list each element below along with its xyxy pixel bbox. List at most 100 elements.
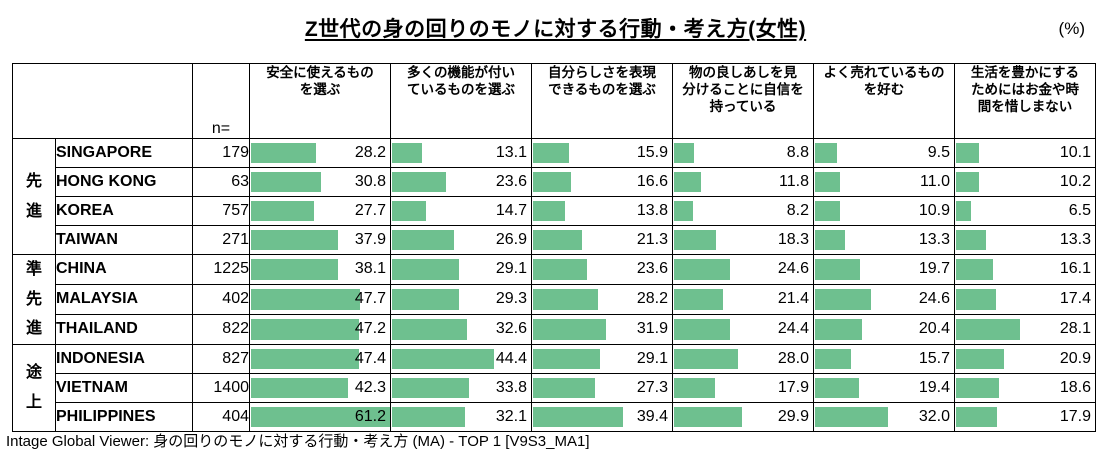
value-cell: 11.0 <box>813 167 955 197</box>
data-bar <box>533 406 624 427</box>
n-cell: 404 <box>192 401 250 432</box>
value-cell: 19.7 <box>813 254 955 285</box>
group-label: 先進 <box>25 172 42 220</box>
value-label: 29.1 <box>495 260 527 278</box>
data-bar <box>251 230 338 250</box>
value-cell: 61.2 <box>249 401 391 432</box>
n-cell: 757 <box>192 196 250 226</box>
data-bar <box>392 318 467 340</box>
value-label: 13.1 <box>495 144 527 161</box>
value-label: 10.2 <box>1059 173 1091 190</box>
value-label: 20.9 <box>1059 349 1091 367</box>
value-label: 19.7 <box>918 260 950 278</box>
value-cell: 6.5 <box>954 196 1096 226</box>
value-label: 10.9 <box>918 202 950 219</box>
group-cell: 先進 <box>12 138 56 255</box>
data-bar <box>392 406 466 427</box>
data-bar <box>392 348 494 369</box>
data-bar <box>815 348 851 369</box>
data-bar <box>533 348 600 369</box>
data-bar <box>392 377 470 398</box>
value-label: 11.8 <box>779 173 809 190</box>
value-label: 6.5 <box>1068 202 1091 219</box>
value-label: 8.2 <box>786 202 809 219</box>
value-label: 29.9 <box>777 407 809 425</box>
source-note: Intage Global Viewer: 身の回りのモノに対する行動・考え方 … <box>6 433 590 450</box>
value-cell: 26.9 <box>390 225 532 255</box>
data-bar <box>674 377 715 398</box>
header-spacer <box>12 63 193 139</box>
value-cell: 24.4 <box>672 313 814 345</box>
value-cell: 15.7 <box>813 343 955 374</box>
data-bar <box>251 143 316 163</box>
value-label: 24.6 <box>777 260 809 278</box>
data-bar <box>956 288 996 310</box>
data-bar <box>251 377 348 398</box>
value-cell: 9.5 <box>813 138 955 168</box>
data-bar <box>251 172 322 192</box>
value-cell: 13.3 <box>954 225 1096 255</box>
value-cell: 28.2 <box>249 138 391 168</box>
value-cell: 32.1 <box>390 401 532 432</box>
value-label: 29.3 <box>495 290 527 308</box>
value-cell: 29.3 <box>390 283 532 315</box>
value-cell: 27.7 <box>249 196 391 226</box>
value-label: 19.4 <box>918 378 950 396</box>
data-bar <box>251 288 361 310</box>
value-label: 28.2 <box>354 144 386 161</box>
data-bar <box>674 259 731 280</box>
value-cell: 21.4 <box>672 283 814 315</box>
country-cell: VIETNAM <box>55 372 193 403</box>
data-bar <box>815 377 860 398</box>
data-bar <box>533 143 570 163</box>
data-bar <box>815 201 840 221</box>
group-label: 準先進 <box>25 261 42 338</box>
country-cell: TAIWAN <box>55 225 193 255</box>
data-bar <box>956 172 980 192</box>
value-label: 61.2 <box>354 407 386 425</box>
header-row: n= 安全に使えるもの を選ぶ 多くの機能が付い ているものを選ぶ 自分らしさを… <box>12 63 1096 139</box>
value-label: 17.9 <box>777 378 809 396</box>
data-bar <box>956 143 980 163</box>
value-label: 23.6 <box>495 173 527 190</box>
data-bar <box>533 318 606 340</box>
table-row: PHILIPPINES 404 61.2 32.1 39.4 29.9 32.0 17.9 <box>13 401 1096 432</box>
page-title: Z世代の身の回りのモノに対する行動・考え方(女性) <box>304 18 807 41</box>
value-cell: 8.2 <box>672 196 814 226</box>
data-bar <box>533 201 565 221</box>
data-table: n= 安全に使えるもの を選ぶ 多くの機能が付い ているものを選ぶ 自分らしさを… <box>12 63 1096 432</box>
value-cell: 17.9 <box>954 401 1096 432</box>
value-label: 24.6 <box>918 290 950 308</box>
value-cell: 47.7 <box>249 283 391 315</box>
value-label: 28.1 <box>1059 320 1091 338</box>
value-cell: 16.1 <box>954 254 1096 285</box>
data-bar <box>533 288 598 310</box>
country-cell: PHILIPPINES <box>55 401 193 432</box>
value-cell: 29.1 <box>390 254 532 285</box>
value-label: 32.0 <box>918 407 950 425</box>
value-cell: 39.4 <box>531 401 673 432</box>
table-row: TAIWAN 271 37.9 26.9 21.3 18.3 13.3 13.3 <box>13 225 1096 255</box>
value-cell: 15.9 <box>531 138 673 168</box>
data-bar <box>956 230 987 250</box>
data-bar <box>533 259 587 280</box>
value-cell: 13.8 <box>531 196 673 226</box>
value-cell: 42.3 <box>249 372 391 403</box>
value-label: 47.2 <box>354 320 386 338</box>
data-bar <box>533 377 596 398</box>
value-cell: 18.6 <box>954 372 1096 403</box>
value-label: 26.9 <box>495 231 527 248</box>
data-bar <box>251 201 315 221</box>
data-bar <box>956 318 1021 340</box>
data-bar <box>251 318 359 340</box>
data-bar <box>956 406 997 427</box>
n-cell: 402 <box>192 283 250 315</box>
data-bar <box>815 172 841 192</box>
value-cell: 47.2 <box>249 313 391 345</box>
value-label: 17.4 <box>1059 290 1091 308</box>
value-cell: 17.9 <box>672 372 814 403</box>
value-label: 32.1 <box>495 407 527 425</box>
value-label: 9.5 <box>927 144 950 161</box>
column-header-popular: よく売れているもの を好む <box>813 63 955 139</box>
